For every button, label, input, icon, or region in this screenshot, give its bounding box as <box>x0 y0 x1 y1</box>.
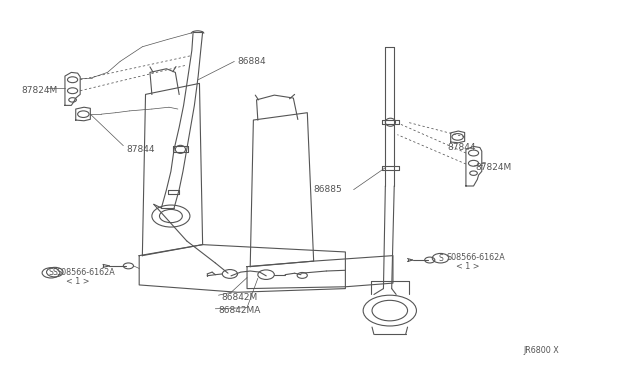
Text: S: S <box>438 254 443 263</box>
Text: 87824M: 87824M <box>22 86 58 95</box>
Text: 86842MA: 86842MA <box>218 306 261 315</box>
Text: JR6800 X: JR6800 X <box>523 346 559 355</box>
Text: 86885: 86885 <box>314 185 342 194</box>
Text: S08566-6162A: S08566-6162A <box>447 253 506 262</box>
Text: S: S <box>49 268 53 278</box>
Text: 86884: 86884 <box>237 57 266 66</box>
Text: S08566-6162A: S08566-6162A <box>57 267 115 277</box>
Text: S: S <box>52 267 57 277</box>
Text: 87844: 87844 <box>447 143 476 152</box>
Text: 86842M: 86842M <box>221 293 258 302</box>
Text: 87824M: 87824M <box>476 163 512 172</box>
Text: < 1 >: < 1 > <box>66 277 90 286</box>
Text: < 1 >: < 1 > <box>456 262 480 271</box>
Text: 87844: 87844 <box>127 145 155 154</box>
